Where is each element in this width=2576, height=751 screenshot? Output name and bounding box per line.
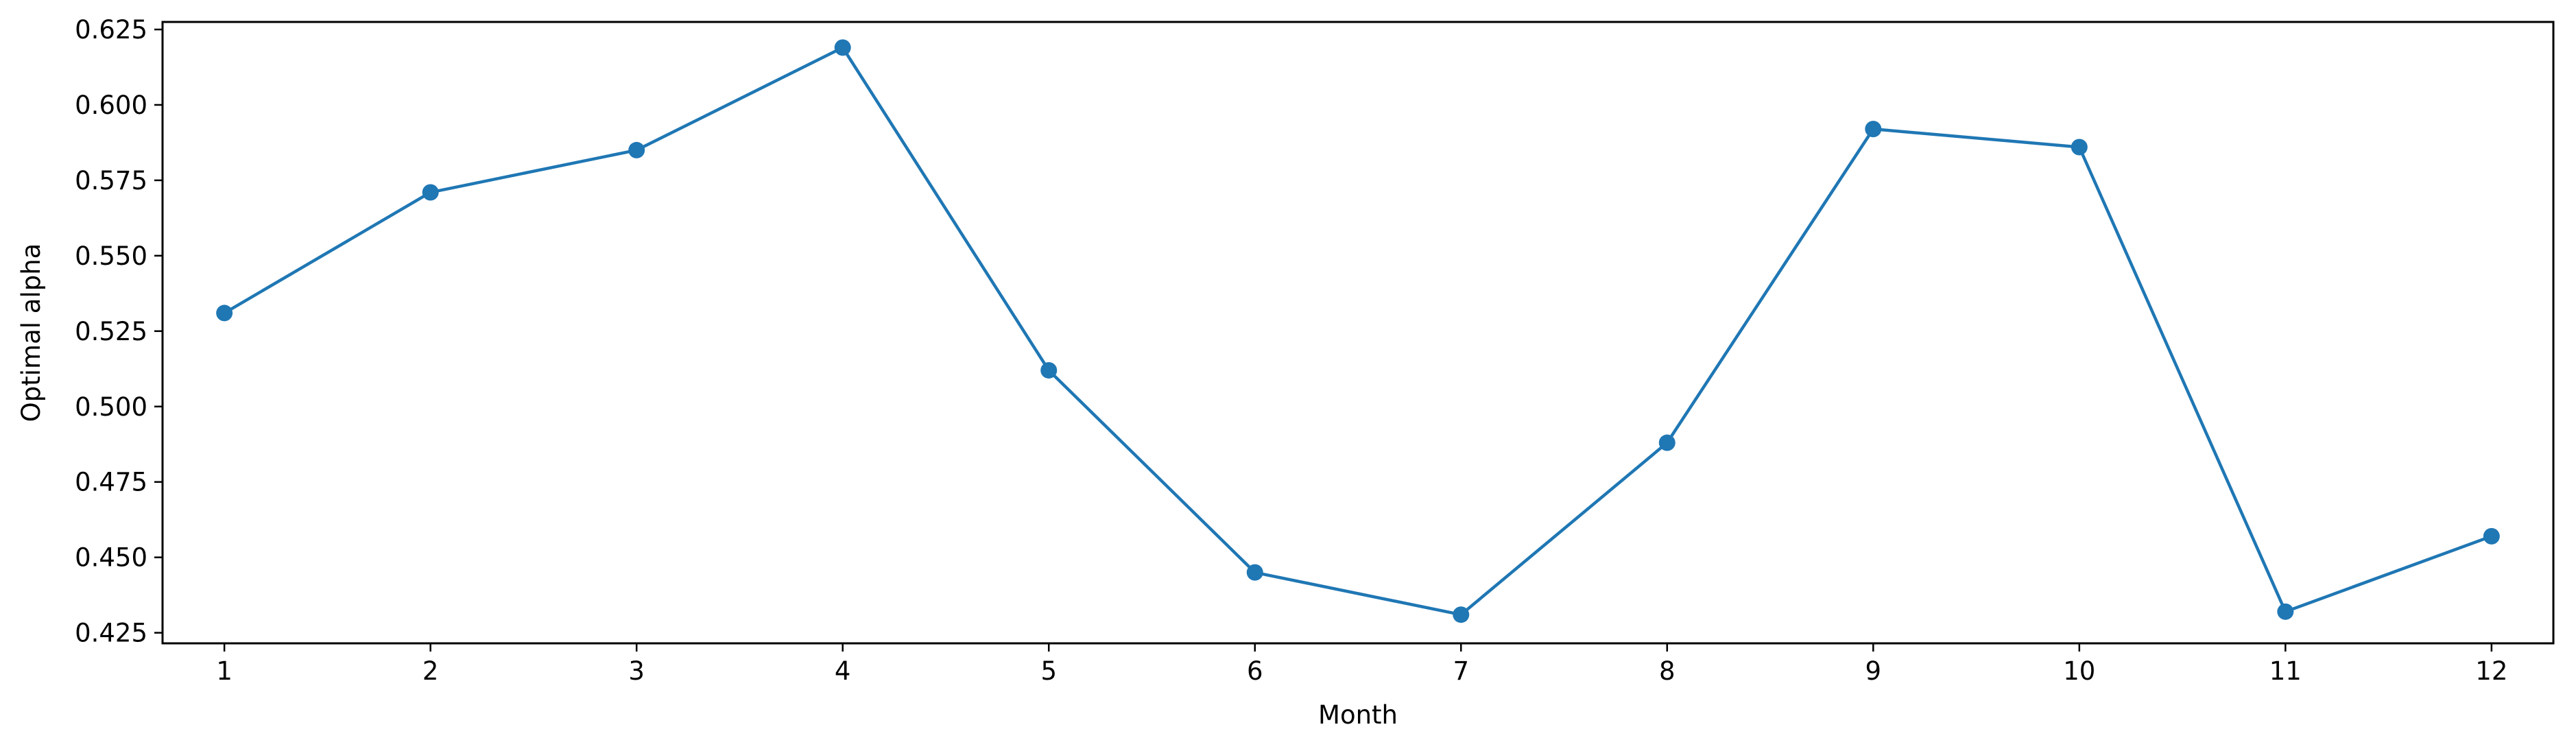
y-tick-label: 0.425 (75, 619, 147, 648)
y-tick-label: 0.475 (75, 468, 147, 497)
x-tick-label: 9 (1865, 656, 1882, 686)
data-point-marker (1658, 434, 1675, 451)
y-tick-label: 0.450 (75, 543, 147, 573)
x-tick-label: 4 (835, 656, 851, 686)
x-tick-label: 8 (1659, 656, 1675, 686)
x-tick-label: 3 (628, 656, 645, 686)
y-tick-label: 0.525 (75, 317, 147, 346)
x-axis-ticks: 1 2 3 4 5 6 7 8 9 10 11 12 (216, 643, 2507, 686)
data-point-marker (1865, 121, 1882, 138)
y-tick-label: 0.625 (75, 15, 147, 45)
data-point-marker (216, 305, 233, 322)
series-layer (216, 39, 2500, 623)
data-point-marker (2483, 527, 2500, 545)
data-point-marker (834, 39, 851, 56)
x-tick-label: 11 (2269, 656, 2302, 686)
y-tick-label: 0.600 (75, 91, 147, 120)
data-point-marker (1040, 361, 1058, 379)
data-point-marker (628, 141, 645, 158)
x-tick-label: 1 (216, 656, 232, 686)
x-tick-label: 7 (1453, 656, 1469, 686)
series-line (222, 46, 2494, 617)
x-tick-label: 6 (1247, 656, 1263, 686)
y-tick-label: 0.575 (75, 166, 147, 195)
x-tick-label: 10 (2063, 656, 2095, 686)
data-point-marker (2071, 139, 2088, 156)
x-axis-label: Month (1318, 700, 1398, 730)
y-tick-label: 0.550 (75, 241, 147, 271)
plot-area-frame (161, 21, 2555, 645)
data-point-marker (2277, 603, 2294, 620)
data-point-marker (422, 184, 439, 201)
y-tick-label: 0.500 (75, 392, 147, 422)
x-tick-label: 2 (422, 656, 439, 686)
x-tick-label: 12 (2475, 656, 2507, 686)
data-point-marker (1246, 564, 1263, 581)
data-point-marker (1453, 606, 1470, 623)
y-axis-label: Optimal alpha (16, 243, 46, 422)
y-axis-ticks: 0.425 0.450 0.475 0.500 0.525 0.550 0.575 0.600… (75, 15, 163, 648)
x-tick-label: 5 (1040, 656, 1057, 686)
